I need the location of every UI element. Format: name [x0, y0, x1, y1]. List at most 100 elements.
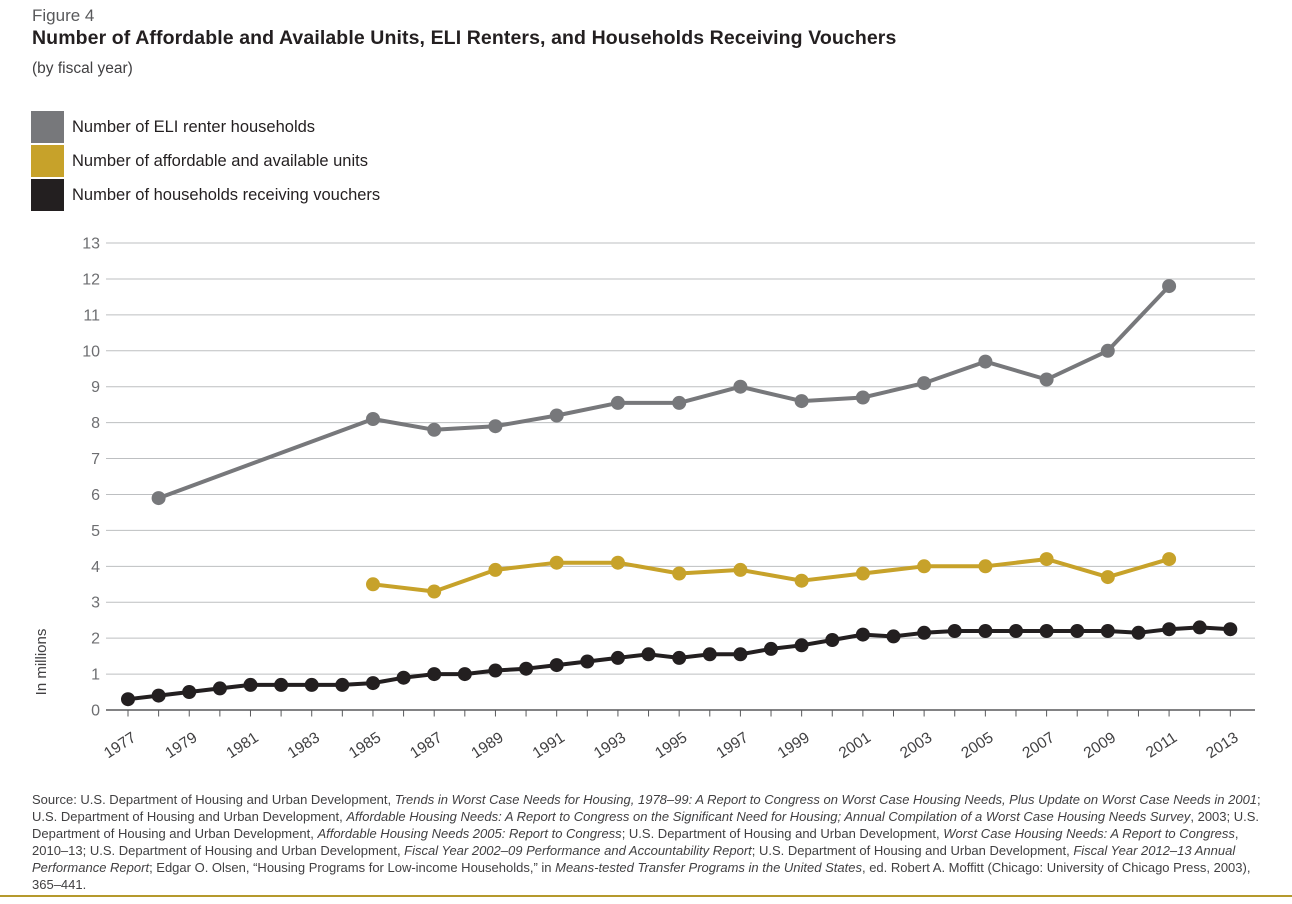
data-point-series-0 [1162, 279, 1177, 294]
data-point-series-2 [733, 647, 748, 662]
source-segment-italic: Affordable Housing Needs 2005: Report to… [317, 826, 622, 841]
data-point-series-2 [764, 641, 778, 656]
data-point-series-2 [917, 625, 932, 640]
data-point-series-2 [947, 624, 962, 638]
y-tick-label: 11 [83, 307, 100, 324]
legend-swatch-black [31, 179, 64, 211]
figure-subtitle: (by fiscal year) [32, 60, 133, 77]
data-point-series-0 [794, 394, 809, 409]
data-point-series-2 [549, 658, 564, 673]
series-line-1 [372, 557, 1170, 594]
data-point-series-2 [488, 663, 503, 678]
series-line-0 [157, 284, 1171, 500]
source-segment: Source: U.S. Department of Housing and U… [32, 792, 395, 807]
y-axis-title: In millions [33, 629, 50, 696]
x-tick-label: 2009 [1081, 729, 1119, 762]
data-point-series-0 [672, 395, 687, 410]
data-point-series-1 [1162, 552, 1177, 567]
source-segment-italic: Trends in Worst Case Needs for Housing, … [394, 792, 1258, 807]
data-point-series-0 [733, 379, 748, 394]
x-tick-label: 1983 [285, 729, 323, 762]
data-point-series-1 [733, 562, 748, 577]
data-point-series-0 [549, 408, 564, 423]
y-tick-label: 4 [91, 559, 100, 576]
data-point-series-2 [1223, 622, 1238, 637]
y-tick-label: 7 [91, 451, 100, 468]
x-tick-label: 2001 [836, 729, 874, 762]
data-point-series-2 [427, 667, 442, 682]
x-tick-label: 2011 [1143, 729, 1180, 761]
legend-label: Number of affordable and available units [72, 151, 368, 170]
data-point-series-2 [1162, 622, 1177, 637]
data-point-series-2 [1039, 624, 1054, 638]
x-tick-label: 1987 [407, 729, 445, 762]
data-point-series-2 [396, 670, 411, 685]
data-point-series-0 [917, 376, 932, 391]
y-tick-label: 8 [91, 415, 100, 432]
data-point-series-2 [243, 677, 258, 692]
source-segment: , 2003; U.S. Department of Housing and U… [32, 809, 1260, 841]
x-tick-label: 2013 [1203, 729, 1241, 762]
y-tick-label: 10 [82, 343, 100, 360]
data-point-series-2 [519, 661, 534, 676]
x-tick-label: 1997 [713, 729, 751, 762]
data-point-series-1 [794, 573, 809, 588]
source-segment: ; U.S. Department of Housing and Urban D… [751, 843, 1074, 858]
data-point-series-1 [917, 559, 932, 574]
data-point-series-0 [427, 422, 442, 437]
x-tick-label: 2007 [1020, 729, 1058, 762]
data-point-series-2 [182, 685, 197, 699]
data-point-series-2 [1100, 624, 1115, 638]
y-tick-label: 6 [91, 487, 100, 504]
data-point-series-0 [978, 354, 993, 369]
data-point-series-2 [702, 647, 717, 662]
x-tick-label: 1991 [530, 729, 568, 762]
data-point-series-2 [457, 667, 472, 682]
data-point-series-2 [121, 692, 135, 707]
legend: Number of ELI renter households Number o… [31, 111, 380, 213]
data-point-series-2 [366, 676, 380, 691]
x-tick-label: 2003 [897, 729, 935, 762]
data-point-series-1 [978, 559, 993, 574]
x-tick-label: 2005 [958, 729, 996, 762]
data-point-series-2 [672, 650, 687, 665]
source-segment-italic: Fiscal Year 2002–09 Performance and Acco… [404, 843, 752, 858]
legend-swatch-gold [31, 145, 64, 177]
source-segment-italic: Fiscal Year 2012–13 Annual Performance R… [32, 843, 1236, 875]
data-point-series-1 [610, 555, 625, 570]
data-point-series-0 [151, 491, 166, 506]
data-point-series-0 [488, 419, 503, 434]
data-point-series-0 [1039, 372, 1054, 387]
data-point-series-1 [855, 566, 870, 581]
y-tick-label: 13 [82, 236, 100, 253]
data-point-series-1 [1039, 552, 1054, 567]
source-segment: , ed. Robert A. Moffitt (Chicago: Univer… [32, 860, 1251, 892]
figure-number: Figure 4 [32, 6, 95, 25]
data-point-series-2 [335, 677, 350, 692]
legend-item-eli-renters: Number of ELI renter households [31, 111, 380, 143]
source-segment: ; U.S. Department of Housing and Urban D… [621, 826, 944, 841]
x-tick-label: 1989 [468, 729, 506, 762]
x-tick-label: 1981 [223, 729, 261, 762]
x-tick-label: 1979 [162, 729, 200, 762]
data-point-series-2 [1131, 625, 1146, 640]
data-point-series-0 [366, 412, 380, 426]
source-segment-italic: Means-tested Transfer Programs in the Un… [555, 860, 862, 875]
data-point-series-0 [610, 395, 625, 410]
bottom-rule [0, 895, 1292, 897]
data-point-series-2 [304, 677, 319, 692]
data-point-series-1 [1100, 570, 1115, 585]
data-point-series-2 [886, 629, 901, 644]
x-tick-label: 1995 [652, 729, 690, 762]
x-tick-label: 1977 [101, 729, 139, 762]
x-tick-label: 1993 [591, 729, 629, 762]
legend-item-affordable-units: Number of affordable and available units [31, 145, 380, 177]
data-point-series-2 [1070, 624, 1085, 638]
data-point-series-2 [1192, 620, 1207, 635]
source-segment: ; Edgar O. Olsen, “Housing Programs for … [149, 860, 556, 875]
y-tick-label: 2 [91, 631, 100, 648]
data-point-series-2 [212, 681, 227, 696]
x-tick-label: 1985 [346, 729, 384, 762]
data-point-series-1 [488, 562, 503, 577]
